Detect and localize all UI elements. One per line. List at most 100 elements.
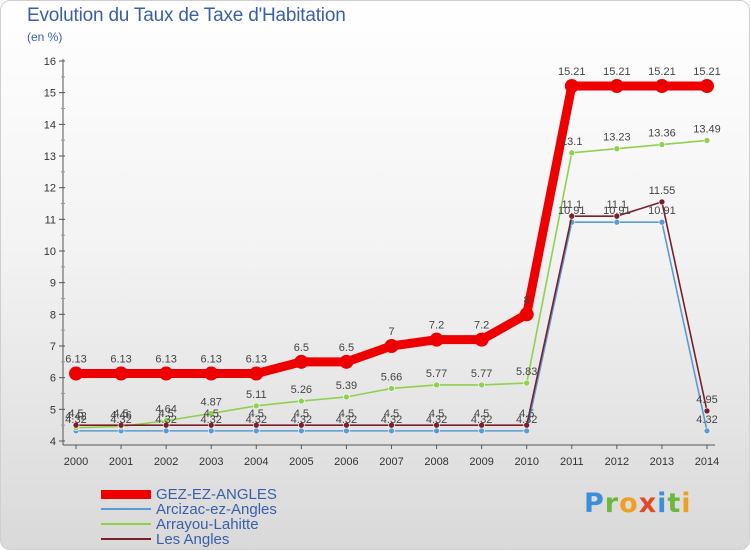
- data-label: 4.5: [68, 408, 83, 420]
- data-label: 4.32: [155, 414, 176, 426]
- y-tick-label: 9: [50, 278, 56, 290]
- x-tick-label: 2004: [244, 456, 268, 468]
- series-point-2: [388, 385, 395, 392]
- legend-swatch-les-angles: [101, 538, 151, 540]
- data-label: 7.2: [474, 320, 489, 332]
- series-point-1: [162, 427, 170, 435]
- data-label: 4.5: [339, 408, 354, 420]
- series-point-2: [568, 149, 576, 157]
- data-label: 6.13: [155, 354, 176, 366]
- series-point-1: [613, 218, 621, 226]
- series-point-0: [69, 366, 83, 381]
- data-label: 13.36: [648, 128, 676, 140]
- data-label: 6.5: [339, 342, 354, 354]
- chart-subtitle: (en %): [27, 30, 63, 44]
- x-tick-label: 2002: [154, 456, 178, 468]
- series-point-3: [72, 421, 80, 429]
- x-tick-label: 2013: [650, 456, 674, 468]
- legend-label-gez: GEZ-EZ-ANGLES: [156, 486, 277, 503]
- data-label: 10.91: [603, 205, 631, 217]
- y-tick-label: 15: [44, 88, 56, 100]
- data-label: 5.26: [291, 384, 312, 396]
- data-label: 15.21: [693, 66, 721, 78]
- data-label: 7.2: [429, 320, 444, 332]
- x-tick-label: 2008: [424, 456, 448, 468]
- data-label: 4.46: [110, 409, 131, 421]
- data-label: 7: [388, 326, 394, 338]
- data-label: 4.5: [204, 408, 219, 420]
- series-point-2: [613, 145, 621, 153]
- data-label: 8: [524, 294, 530, 306]
- x-tick-label: 2003: [199, 456, 223, 468]
- series-point-0: [204, 366, 219, 381]
- data-label: 4.32: [516, 414, 537, 426]
- data-label: 5.39: [336, 380, 357, 392]
- data-label: 13.23: [603, 132, 631, 144]
- x-tick-label: 2006: [334, 456, 358, 468]
- x-tick-label: 2005: [289, 456, 313, 468]
- series-point-2: [523, 379, 531, 387]
- series-point-3: [252, 421, 260, 429]
- series-point-2: [343, 393, 350, 401]
- y-tick-label: 5: [50, 404, 56, 416]
- series-point-2: [207, 410, 215, 417]
- series-point-3: [703, 407, 711, 415]
- data-label: 4.32: [65, 414, 86, 426]
- y-tick-label: 8: [50, 309, 56, 321]
- x-tick-label: 2007: [379, 456, 403, 468]
- series-point-3: [207, 421, 215, 429]
- proxiti-logo: Proxiti: [584, 488, 692, 519]
- data-label: 4.32: [291, 414, 312, 426]
- x-tick-label: 2011: [560, 456, 584, 468]
- chart-title: Evolution du Taux de Taxe d'Habitation: [27, 5, 346, 26]
- series-point-3: [117, 421, 125, 429]
- data-label: 4.5: [429, 408, 444, 420]
- y-tick-label: 12: [44, 183, 56, 195]
- series-point-3: [478, 421, 485, 429]
- x-tick-label: 2010: [514, 456, 538, 468]
- series-point-0: [294, 354, 309, 369]
- series-point-0: [114, 366, 129, 381]
- data-label: 15.21: [558, 66, 586, 78]
- y-tick-label: 13: [44, 151, 56, 163]
- data-label: 4.32: [471, 414, 492, 426]
- series-point-0: [700, 79, 714, 94]
- series-line-2: [75, 139, 708, 429]
- data-label: 6.13: [201, 354, 222, 366]
- data-label: 5.66: [381, 371, 402, 383]
- data-label: 4.32: [201, 414, 222, 426]
- data-label: 5.77: [426, 368, 447, 380]
- series-point-3: [523, 421, 531, 429]
- series-point-0: [609, 79, 624, 94]
- series-point-1: [207, 427, 215, 435]
- data-label: 4.64: [155, 404, 176, 416]
- series-point-1: [433, 427, 440, 435]
- data-label: 6.13: [65, 354, 86, 366]
- y-tick-label: 11: [45, 214, 56, 226]
- data-label: 11.55: [649, 185, 676, 197]
- data-label: 4.32: [110, 414, 131, 426]
- series-point-3: [433, 421, 440, 429]
- data-label: 4.5: [158, 408, 173, 420]
- data-label: 4.5: [113, 408, 128, 420]
- series-point-1: [298, 427, 305, 435]
- data-label: 4.5: [249, 408, 264, 420]
- series-point-0: [474, 332, 489, 347]
- y-tick-label: 14: [44, 119, 56, 131]
- data-label: 4.5: [294, 408, 309, 420]
- data-label: 11.1: [607, 199, 628, 211]
- series-point-0: [339, 354, 354, 369]
- data-label: 4.5: [384, 408, 399, 420]
- x-tick-label: 2000: [64, 456, 88, 468]
- series-point-3: [658, 198, 666, 206]
- data-label: 4.32: [246, 414, 267, 426]
- series-point-1: [658, 218, 666, 226]
- series-point-1: [388, 427, 395, 435]
- series-point-0: [384, 339, 399, 353]
- data-label: 15.21: [603, 66, 631, 78]
- data-label: 4.95: [696, 394, 717, 406]
- data-label: 6.13: [110, 354, 131, 366]
- series-point-2: [252, 402, 260, 410]
- x-tick-label: 2001: [109, 456, 133, 468]
- legend-label-arcizac: Arcizac-ez-Angles: [156, 501, 277, 518]
